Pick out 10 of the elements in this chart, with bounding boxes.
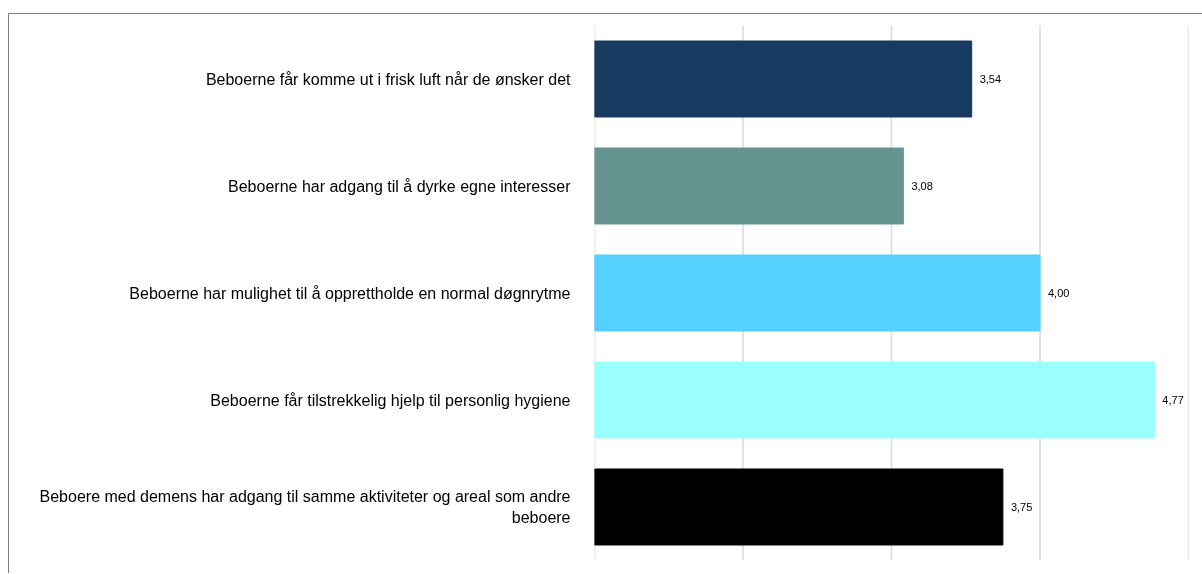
- y-tick-label: Beboere med demens har adgang til samme aktiviteter og areal som andre beboere: [39, 488, 571, 526]
- y-tick-label: Beboerne får komme ut i frisk luft når de ønsker det: [205, 70, 572, 88]
- data-label: 4,77: [1162, 394, 1184, 406]
- data-label: 3,75: [1010, 501, 1033, 513]
- data-label: 3,08: [911, 180, 933, 192]
- y-tick-label: Beboerne får tilstrekkelig hjelp til personlig hygiene: [210, 391, 571, 409]
- data-label: 4,00: [1048, 287, 1070, 299]
- y-tick-label: Beboerne har mulighet til å opprettholde en normal døgnrytme: [129, 284, 571, 302]
- y-tick-label: Beboerne har adgang til å dyrke egne interesser: [228, 177, 572, 195]
- data-label: 3,54: [979, 73, 1002, 85]
